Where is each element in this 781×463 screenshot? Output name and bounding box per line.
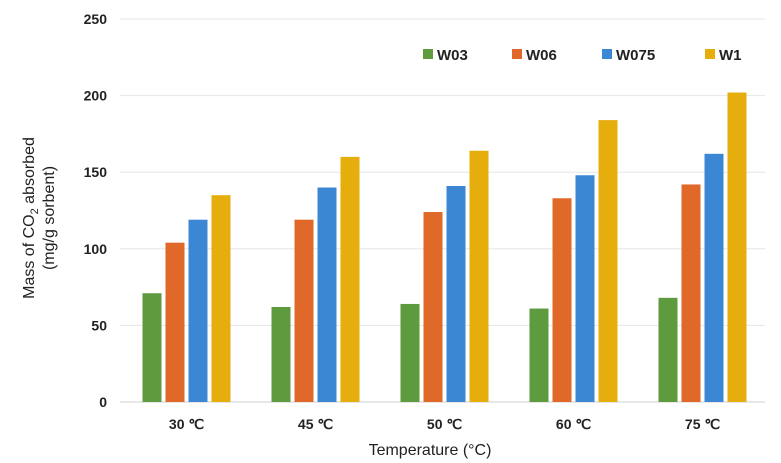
bar-w1-1 xyxy=(211,195,231,402)
x-tick-label: 45 ℃ xyxy=(298,416,333,432)
bar-w06-1 xyxy=(165,242,185,402)
legend-swatch-w1 xyxy=(705,49,715,59)
y-axis-label-line2: (mg/g sorbent) xyxy=(41,166,58,270)
legend-label-w03: W03 xyxy=(437,47,468,64)
y-tick-label: 50 xyxy=(91,317,107,333)
x-tick-label: 60 ℃ xyxy=(556,416,591,432)
bar-w06-3 xyxy=(423,212,443,402)
y-tick-label: 150 xyxy=(84,164,108,180)
bar-w1-2 xyxy=(340,156,360,402)
bar-w06-4 xyxy=(552,198,572,402)
bar-w075-4 xyxy=(575,175,595,402)
bar-w06-5 xyxy=(681,184,701,402)
bars xyxy=(142,92,747,402)
bar-w075-1 xyxy=(188,219,208,402)
legend-label-w1: W1 xyxy=(719,47,742,64)
legend-swatch-w075 xyxy=(602,49,612,59)
bar-w03-5 xyxy=(658,297,678,402)
y-tick-label: 100 xyxy=(84,241,108,257)
legend-swatch-w06 xyxy=(512,49,522,59)
legend-swatch-w03 xyxy=(423,49,433,59)
bar-w075-5 xyxy=(704,153,724,402)
y-axis-ticks: 0 50 100 150 200 250 xyxy=(84,11,108,410)
bar-w075-3 xyxy=(446,185,466,402)
y-axis-label: Mass of CO2 absorbed (mg/g sorbent) xyxy=(21,137,58,299)
x-tick-label: 50 ℃ xyxy=(427,416,462,432)
legend-label-w06: W06 xyxy=(526,47,557,64)
bar-w03-1 xyxy=(142,293,162,402)
bar-w1-3 xyxy=(469,150,489,402)
y-tick-label: 0 xyxy=(99,394,107,410)
bar-w03-3 xyxy=(400,303,420,402)
legend: W03 W06 W075 W1 xyxy=(423,47,742,64)
bar-w06-2 xyxy=(294,219,314,402)
legend-label-w075: W075 xyxy=(616,47,655,64)
bar-w03-4 xyxy=(529,308,549,402)
x-axis-ticks: 30 ℃ 45 ℃ 50 ℃ 60 ℃ 75 ℃ xyxy=(169,416,720,432)
bar-w03-2 xyxy=(271,307,291,402)
x-tick-label: 30 ℃ xyxy=(169,416,204,432)
bar-w1-5 xyxy=(727,92,747,402)
bar-w1-4 xyxy=(598,120,618,402)
y-tick-label: 250 xyxy=(84,11,108,27)
y-tick-label: 200 xyxy=(84,88,108,104)
y-axis-label-line1: Mass of CO2 absorbed xyxy=(21,137,41,299)
x-axis-label: Temperature (°C) xyxy=(369,442,492,459)
x-tick-label: 75 ℃ xyxy=(685,416,720,432)
bar-w075-2 xyxy=(317,187,337,402)
